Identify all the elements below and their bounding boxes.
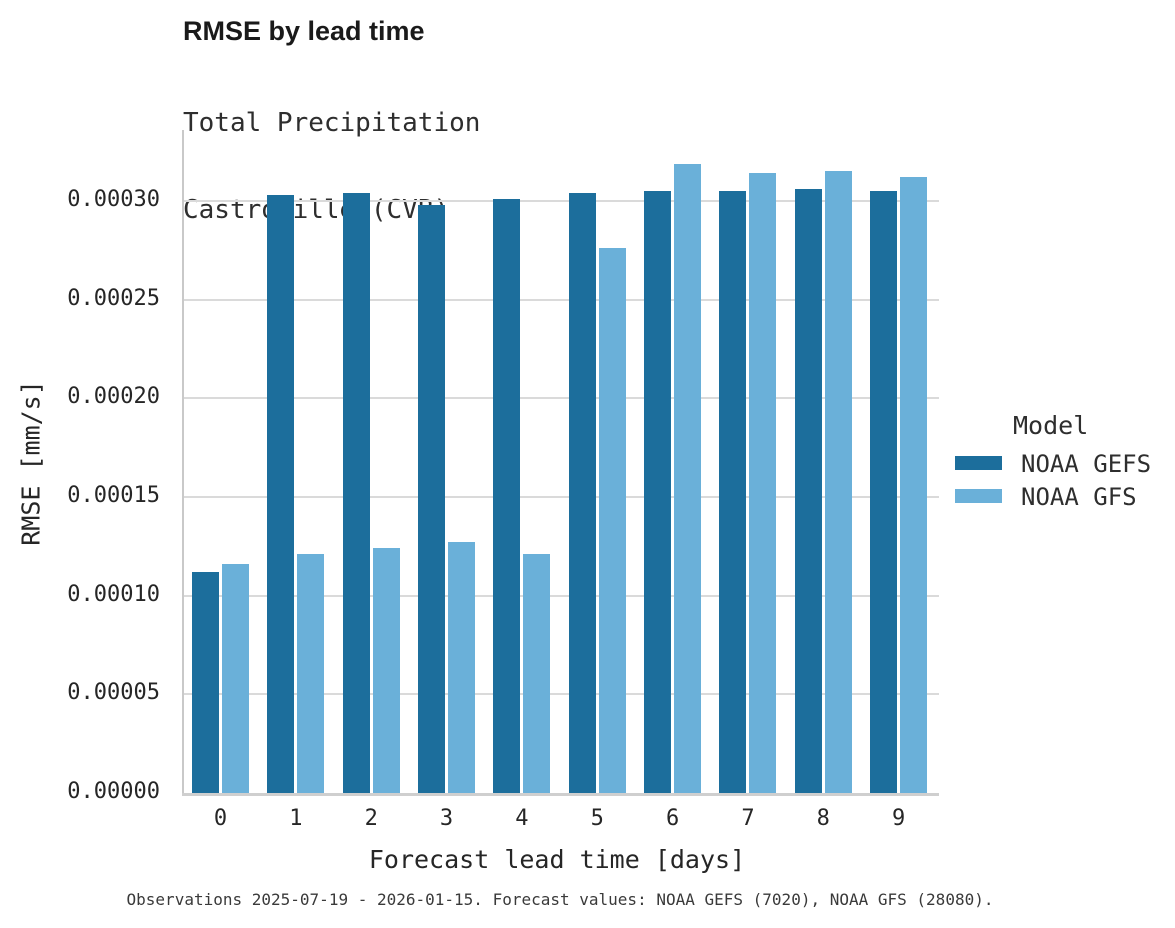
plot-area: 0.00000 0.00005 0.00010 0.00015 0.00020 0.000… <box>67 130 939 831</box>
y-tick-label: 0.00020 <box>67 384 160 410</box>
gridline <box>184 200 939 203</box>
chart-title: RMSE by lead time <box>183 16 425 46</box>
gridline <box>184 693 939 696</box>
x-tick-label: 4 <box>515 806 529 831</box>
x-tick-label: 1 <box>289 806 303 831</box>
y-tick-label: 0.00015 <box>67 483 160 509</box>
gridline <box>184 496 939 499</box>
bar-noaa-gfs-lead-6 <box>674 164 702 793</box>
x-tick-label: 2 <box>364 806 378 831</box>
x-axis-title: Forecast lead time [days] <box>368 845 746 874</box>
bar-noaa-gefs-lead-0 <box>192 572 219 793</box>
gridline <box>184 397 939 400</box>
subtitle-line-variable: Total Precipitation <box>183 108 481 138</box>
y-axis-title: RMSE [mm/s] <box>16 380 46 546</box>
bar-noaa-gfs-lead-1 <box>297 554 325 793</box>
y-tick-label: 0.00030 <box>67 187 160 213</box>
y-tick-label: 0.00025 <box>67 285 160 311</box>
bar-noaa-gfs-lead-9 <box>900 177 928 793</box>
gridline <box>184 298 939 301</box>
y-tick-label: 0.00005 <box>67 680 160 706</box>
bar-noaa-gfs-lead-8 <box>824 171 852 793</box>
x-axis-line <box>182 793 939 796</box>
legend-swatch-noaa-gfs <box>955 489 1002 503</box>
bar-noaa-gefs-lead-8 <box>794 189 822 793</box>
bar-noaa-gefs-lead-9 <box>870 191 898 793</box>
x-tick-label: 9 <box>892 806 906 831</box>
bar-noaa-gfs-lead-3 <box>448 542 476 793</box>
bar-noaa-gfs-lead-4 <box>523 554 551 793</box>
legend-title: Model <box>1013 411 1089 440</box>
legend-label-noaa-gefs: NOAA GEFS <box>1021 450 1152 478</box>
y-tick-label: 0.00000 <box>67 779 160 804</box>
y-tick-label: 0.00010 <box>67 581 160 607</box>
x-tick-label: 8 <box>816 806 830 831</box>
x-tick-label: 7 <box>741 806 755 831</box>
legend-swatch-noaa-gefs <box>955 456 1002 470</box>
x-tick-label: 3 <box>439 806 454 831</box>
bar-noaa-gfs-lead-0 <box>222 564 249 793</box>
bar-noaa-gfs-lead-7 <box>749 173 777 793</box>
x-tick-label: 6 <box>665 806 680 831</box>
x-tick-label: 0 <box>213 806 228 831</box>
gridline <box>184 594 939 597</box>
bar-noaa-gefs-lead-5 <box>568 193 596 793</box>
bar-noaa-gfs-lead-5 <box>598 248 626 793</box>
bar-noaa-gefs-lead-3 <box>418 205 446 793</box>
x-tick-label: 5 <box>590 806 604 831</box>
bar-noaa-gefs-lead-4 <box>493 199 521 793</box>
chart-caption: Observations 2025-07-19 - 2026-01-15. Fo… <box>126 890 994 909</box>
bar-noaa-gefs-lead-7 <box>719 191 747 793</box>
bar-noaa-gefs-lead-1 <box>267 195 295 793</box>
bar-noaa-gefs-lead-2 <box>342 193 370 793</box>
bar-noaa-gfs-lead-2 <box>372 548 400 793</box>
legend-label-noaa-gfs: NOAA GFS <box>1021 483 1137 511</box>
bar-noaa-gefs-lead-6 <box>644 191 672 793</box>
